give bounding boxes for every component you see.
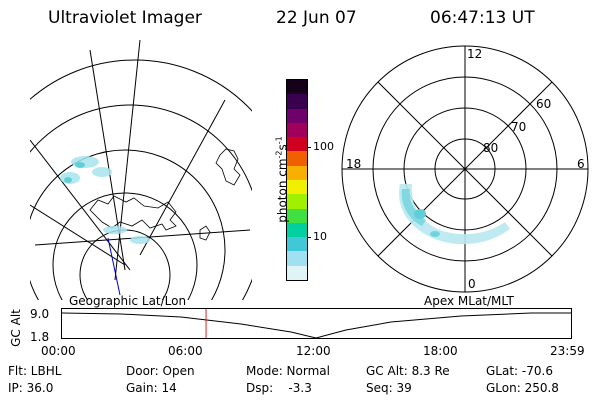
altitude-curve: [61, 312, 571, 339]
altitude-ytick: 9.0: [30, 307, 50, 321]
ip-status: IP: 36.0: [8, 381, 54, 395]
time-tick: 12:00: [296, 344, 331, 358]
aurora-emission: [64, 162, 85, 183]
dsp-status: Dsp: -3.3: [246, 381, 312, 395]
orbit-track: [107, 237, 121, 296]
mode-status: Mode: Normal: [246, 364, 330, 378]
time-label: 06:47:13 UT: [430, 8, 535, 28]
gain-status: Gain: 14: [126, 381, 177, 395]
mlt-line: [377, 81, 553, 257]
colorbar-tick-label: 100: [313, 140, 334, 153]
lat-circle: [30, 149, 226, 300]
mlt-label-18: 18: [346, 157, 362, 171]
meridian-line: [139, 99, 226, 256]
colorbar-unit-label: photon cm-2s-1: [274, 136, 290, 223]
aurora-emission: [399, 184, 510, 245]
meridian-line: [114, 40, 141, 281]
lat-label-70: 70: [511, 120, 527, 134]
date-label: 22 Jun 07: [276, 8, 357, 28]
time-tick: 06:00: [168, 344, 203, 358]
door-status: Door: Open: [126, 364, 195, 378]
geographic-map: [30, 40, 252, 300]
altitude-plot: [61, 308, 572, 339]
apex-caption: Apex MLat/MLT: [424, 294, 514, 308]
lat-label-60: 60: [536, 97, 552, 111]
seq-status: Seq: 39: [366, 381, 412, 395]
mlt-label-12: 12: [467, 47, 483, 61]
coastline: [199, 225, 211, 241]
meridian-line: [30, 139, 131, 271]
gc-alt-status: GC Alt: 8.3 Re: [366, 364, 450, 378]
geographic-caption: Geographic Lat/Lon: [69, 294, 187, 308]
lat-circle: [30, 104, 252, 300]
colorbar-tick: [307, 237, 311, 238]
meridian-line: [30, 204, 126, 266]
colorbar-tick: [307, 147, 311, 148]
filter-status: Flt: LBHL: [8, 364, 62, 378]
mlt-label-0: 0: [468, 277, 476, 291]
altitude-ytick: 1.8: [30, 330, 50, 344]
coastline: [215, 148, 241, 186]
glat-status: GLat: -70.6: [486, 364, 553, 378]
colorbar-tick-label: 10: [313, 230, 327, 243]
glon-status: GLon: 250.8: [486, 381, 559, 395]
color-bar: [286, 79, 308, 281]
time-tick: 18:00: [423, 344, 458, 358]
time-tick: 00:00: [41, 344, 76, 358]
coastline: [89, 195, 177, 231]
mlt-label-6: 6: [577, 157, 585, 171]
lat-circle: [52, 192, 198, 300]
lat-circle: [30, 59, 252, 112]
time-tick: 23:59: [550, 344, 585, 358]
altitude-ylabel: GC Alt: [9, 309, 23, 347]
polar-map: [341, 45, 589, 293]
instrument-title: Ultraviolet Imager: [48, 8, 202, 28]
lat-label-80: 80: [483, 141, 499, 155]
